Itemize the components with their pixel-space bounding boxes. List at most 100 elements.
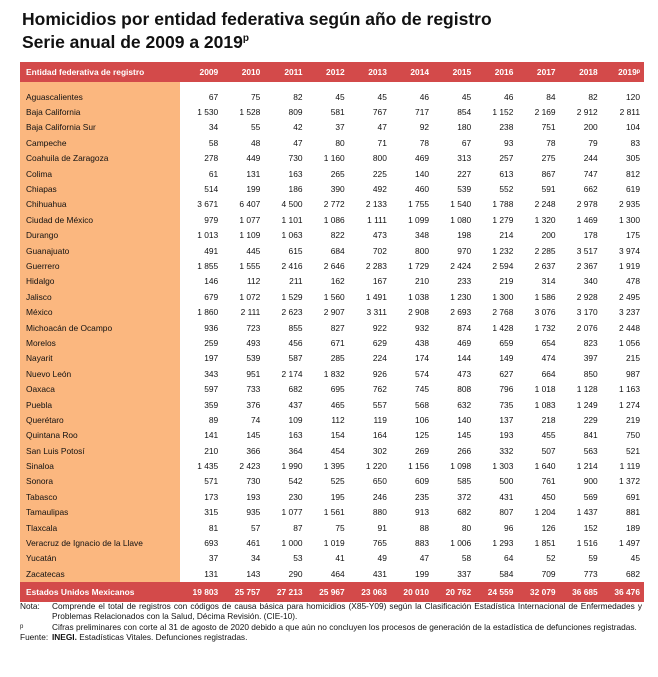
entity-name: Quintana Roo	[20, 427, 180, 443]
cell-value: 47	[419, 553, 430, 564]
cell-value: 1 119	[619, 461, 640, 472]
cell-value: 93	[504, 137, 514, 148]
header-year: 2011	[264, 62, 307, 82]
cell-value: 1 851	[534, 538, 556, 549]
cell-value: 750	[626, 430, 640, 441]
cell-value: 163	[288, 430, 303, 441]
cell-value: 87	[293, 522, 303, 533]
header-year: 2013	[348, 62, 391, 82]
cell-value: 211	[289, 276, 303, 287]
cell-value: 469	[457, 337, 472, 348]
cell-value: 229	[583, 414, 598, 425]
cell-value: 684	[330, 245, 345, 256]
cell-value: 679	[204, 291, 219, 302]
cell-value: 615	[288, 245, 303, 256]
entity-name: Querétaro	[20, 412, 180, 428]
cell-value: 80	[335, 137, 345, 148]
cell-value: 140	[457, 414, 472, 425]
cell-value: 259	[204, 337, 219, 348]
cell-value: 314	[541, 276, 556, 287]
table-header-row: Entidad federativa de registro 2009 2010 2…	[20, 62, 644, 82]
cell-value: 1 320	[534, 214, 556, 225]
cell-value: 112	[331, 414, 345, 425]
cell-value: 632	[457, 399, 472, 410]
cell-value: 45	[377, 91, 387, 102]
entity-name: Zacatecas	[20, 566, 180, 582]
entity-name: Chiapas	[20, 181, 180, 197]
cell-value: 198	[457, 230, 472, 241]
cell-value: 119	[373, 414, 387, 425]
cell-value: 773	[583, 568, 598, 579]
cell-value: 214	[499, 230, 514, 241]
cell-value: 474	[541, 353, 556, 364]
cell-value: 557	[372, 399, 387, 410]
cell-value: 449	[246, 153, 261, 164]
cell-value: 2 646	[323, 260, 345, 271]
table-row: Puebla 359 376 437 465 557 568 632 735 1 083 1 249…	[20, 396, 644, 413]
cell-value: 164	[372, 430, 387, 441]
cell-value: 2 495	[619, 291, 640, 302]
cell-value: 900	[583, 476, 598, 487]
cell-value: 2 594	[492, 260, 514, 271]
cell-value: 883	[415, 538, 430, 549]
cell-value: 106	[415, 414, 430, 425]
entity-name: Campeche	[20, 135, 180, 151]
cell-value: 650	[372, 476, 387, 487]
table-row: Tabasco 173 193 230 195 246 235 372 431 450 569 691	[20, 489, 644, 505]
cell-value: 235	[415, 491, 430, 502]
entity-name: Colima	[20, 165, 180, 182]
entity-name: Tamaulipas	[20, 504, 180, 520]
cell-value: 145	[246, 430, 261, 441]
cell-value: 800	[372, 153, 387, 164]
cell-value: 767	[372, 107, 387, 118]
cell-value: 1 086	[323, 214, 345, 225]
cell-value: 1 428	[492, 322, 514, 333]
header-year: 2014	[390, 62, 434, 82]
entity-name: Estados Unidos Mexicanos	[20, 581, 180, 602]
cell-value: 313	[457, 153, 472, 164]
cell-value: 57	[251, 522, 261, 533]
cell-value: 227	[457, 168, 472, 179]
table-row: Tamaulipas 315 935 1 077 1 561 880 913 682 807 1 …	[20, 504, 644, 520]
cell-value: 2 928	[576, 291, 598, 302]
cell-value: 32 079	[517, 581, 560, 602]
cell-value: 1 303	[492, 461, 514, 472]
cell-value: 932	[415, 322, 430, 333]
cell-value: 244	[583, 153, 598, 164]
cell-value: 987	[626, 368, 640, 379]
cell-value: 1 560	[323, 291, 345, 302]
cell-value: 219	[499, 276, 514, 287]
cell-value: 881	[626, 507, 640, 518]
table-row: Nuevo León 343 951 2 174 1 832 926 574 473 627 66…	[20, 366, 644, 382]
cell-value: 131	[204, 568, 219, 579]
cell-value: 664	[541, 368, 556, 379]
cell-value: 1 019	[323, 538, 345, 549]
table-row: Michoacán de Ocampo 936 723 855 827 922 932 874…	[20, 319, 644, 336]
entity-name: Baja California	[20, 104, 180, 120]
cell-value: 1 832	[323, 368, 345, 379]
cell-value: 1 098	[450, 461, 472, 472]
cell-value: 34	[208, 122, 219, 133]
cell-value: 478	[626, 276, 640, 287]
cell-value: 37	[208, 553, 219, 564]
entity-name: Jalisco	[20, 289, 180, 305]
cell-value: 2 908	[408, 307, 430, 318]
cell-value: 75	[335, 522, 345, 533]
cell-value: 539	[457, 184, 472, 195]
table-row: Chihuahua 3 671 6 407 4 500 2 772 2 133 1 755 1…	[20, 196, 644, 213]
cell-value: 1 109	[239, 230, 261, 241]
cell-value: 225	[372, 168, 387, 179]
cell-value: 1 732	[534, 322, 556, 333]
note-nota: Nota: Comprende el total de registros con…	[20, 601, 642, 622]
table-row: Yucatán 37 34 53 41 49 47 58 64 52 59 45	[20, 550, 644, 567]
cell-value: 200	[583, 122, 598, 133]
cell-value: 627	[499, 368, 514, 379]
cell-value: 581	[330, 107, 345, 118]
cell-value: 343	[204, 368, 219, 379]
cell-value: 951	[246, 368, 261, 379]
cell-value: 2 423	[239, 461, 261, 472]
cell-value: 1 038	[408, 291, 430, 302]
cell-value: 19 803	[180, 581, 223, 602]
cell-value: 49	[377, 553, 387, 564]
cell-value: 146	[204, 276, 219, 287]
